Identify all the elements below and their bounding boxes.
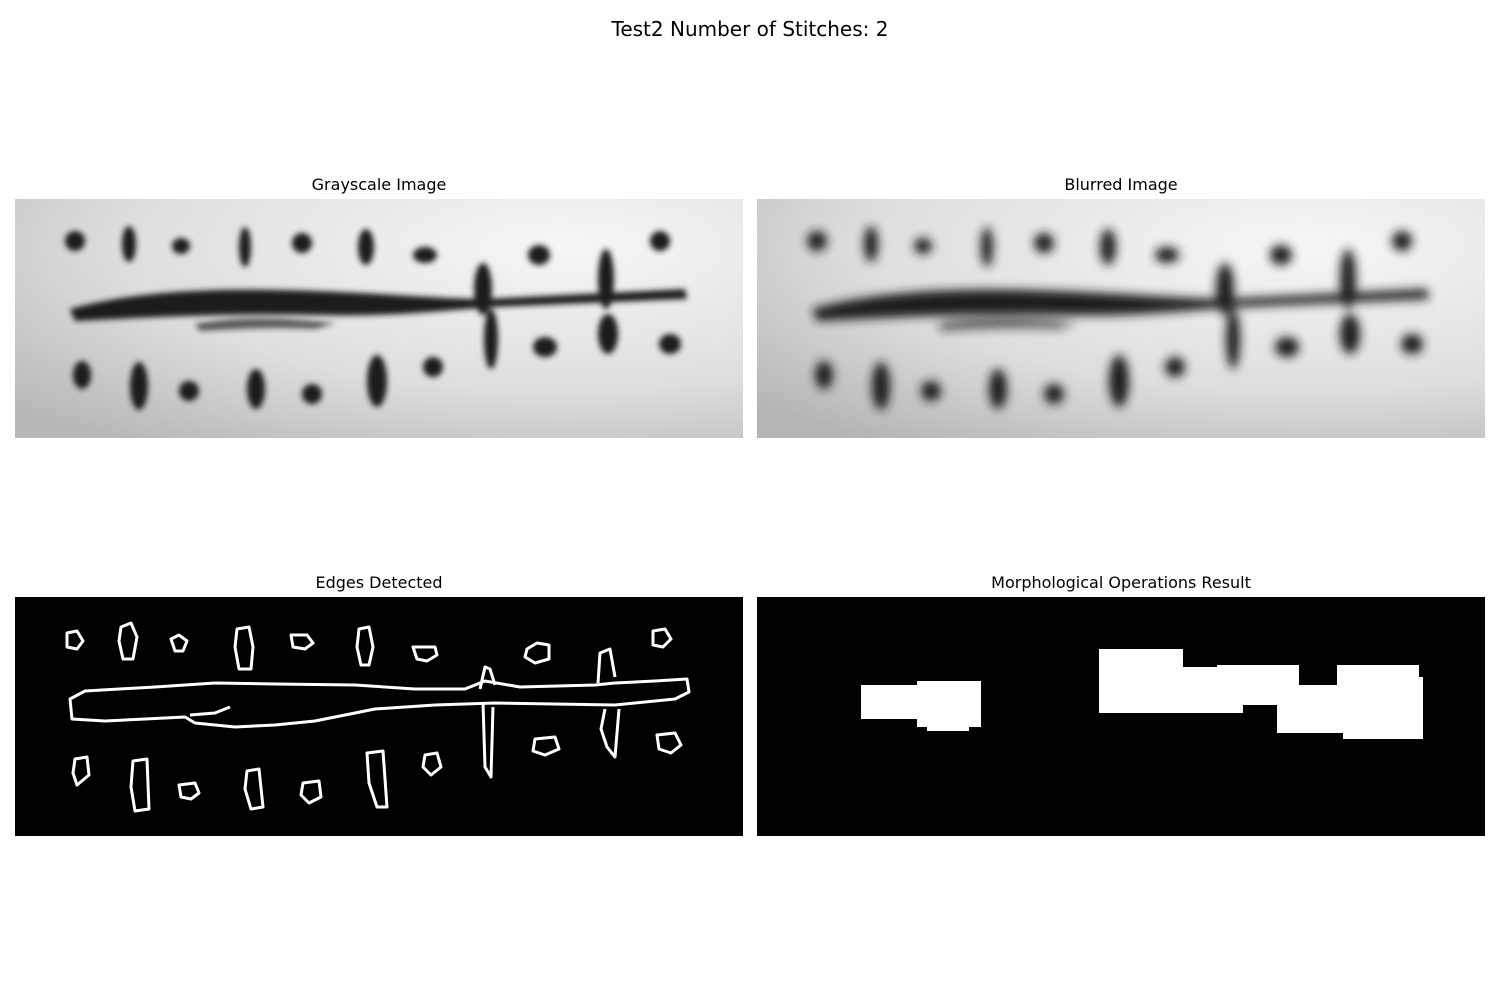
grayscale-panel-title: Grayscale Image (311, 175, 447, 194)
grayscale-image (15, 199, 743, 438)
edges-panel-title: Edges Detected (315, 573, 443, 592)
morph-image (757, 597, 1485, 836)
figure-title: Test2 Number of Stitches: 2 (611, 17, 889, 41)
blurred-image (757, 199, 1485, 438)
morph-panel-title: Morphological Operations Result (991, 573, 1251, 592)
edges-image (15, 597, 743, 836)
blurred-panel-title: Blurred Image (1064, 175, 1178, 194)
